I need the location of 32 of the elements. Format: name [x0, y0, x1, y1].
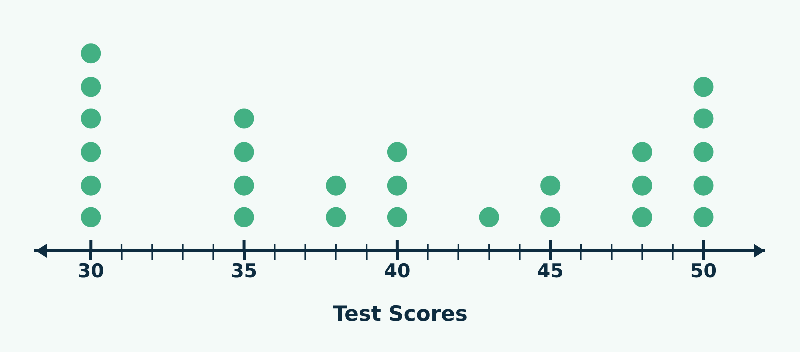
point	[81, 142, 102, 162]
x-tick-label: 35	[231, 260, 258, 282]
point	[694, 142, 714, 162]
point	[540, 176, 561, 196]
point	[234, 176, 254, 196]
point	[694, 207, 714, 228]
point	[632, 142, 652, 162]
point	[540, 207, 561, 228]
point	[81, 108, 102, 129]
x-tick-label: 45	[537, 260, 564, 282]
point	[81, 176, 102, 196]
point	[326, 176, 346, 196]
point	[632, 207, 652, 228]
point	[234, 142, 254, 162]
x-tick-label: 40	[384, 260, 411, 282]
x-axis-title: Test Scores	[333, 302, 468, 326]
point	[81, 44, 102, 64]
point	[326, 207, 346, 228]
point	[387, 207, 408, 228]
point	[387, 176, 408, 196]
point	[632, 176, 652, 196]
point	[694, 108, 714, 129]
point	[234, 108, 254, 129]
point	[81, 207, 102, 228]
x-tick-label: 30	[78, 260, 104, 282]
point	[234, 207, 254, 228]
point	[387, 142, 408, 162]
point	[479, 207, 500, 228]
x-tick-label: 50	[690, 260, 717, 282]
point	[694, 176, 714, 196]
point	[81, 77, 102, 98]
point	[694, 77, 714, 98]
